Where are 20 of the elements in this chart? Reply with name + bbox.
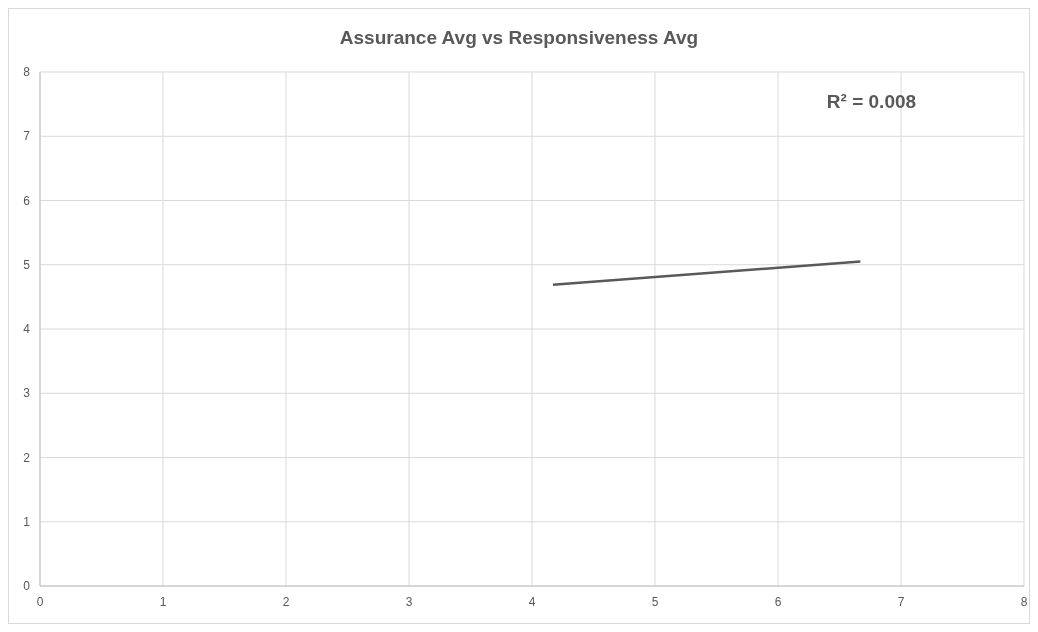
x-tick-label: 7 <box>897 595 905 609</box>
y-tick-label: 2 <box>23 450 31 465</box>
x-tick-label: 2 <box>282 595 290 609</box>
y-tick-label: 0 <box>23 579 31 593</box>
y-tick-label: 5 <box>23 257 31 272</box>
x-tick-label: 3 <box>405 595 413 609</box>
x-tick-label: 8 <box>1020 595 1028 609</box>
annotation: R² = 0.008 <box>826 91 917 112</box>
chart-title: Assurance Avg vs Responsiveness Avg <box>339 27 699 48</box>
x-tick-label: 5 <box>651 595 659 609</box>
x-tick-label: 6 <box>774 595 782 609</box>
y-tick-label: 3 <box>23 386 31 401</box>
x-tick-label: 1 <box>159 595 167 609</box>
y-tick-label: 1 <box>23 514 31 529</box>
y-tick-label: 4 <box>23 322 31 336</box>
y-tick-label: 7 <box>23 129 31 144</box>
y-tick-label: 6 <box>23 193 31 208</box>
x-tick-label: 0 <box>36 595 44 609</box>
x-tick-label: 4 <box>528 595 536 609</box>
y-tick-label: 8 <box>23 65 31 79</box>
